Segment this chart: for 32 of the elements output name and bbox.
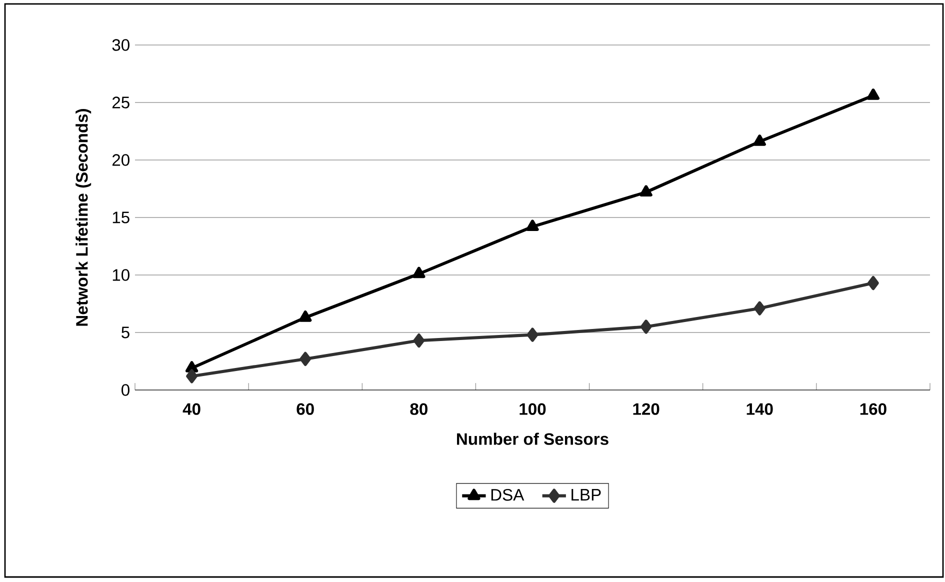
y-tick-label: 0 (122, 384, 130, 396)
point (753, 134, 766, 146)
legend-label: DSA (491, 488, 524, 501)
point (300, 352, 312, 366)
x-tick-label: 60 (296, 403, 314, 415)
x-tick-label: 160 (860, 403, 886, 415)
x-axis-title: Number of Sensors (457, 432, 608, 445)
point (299, 310, 312, 322)
point (526, 328, 538, 342)
legend-label: LBP (572, 489, 601, 500)
y-tick-label: 25 (112, 96, 130, 108)
x-tick-label: 120 (633, 403, 660, 415)
point (640, 320, 652, 334)
point (526, 220, 539, 231)
y-tick-label: 15 (112, 212, 130, 224)
point (412, 266, 426, 278)
point (186, 369, 198, 384)
y-axis-title: Network Lifetime (Seconds) (76, 109, 92, 326)
point (866, 88, 880, 100)
x-tick-label: 140 (746, 403, 773, 415)
y-tick-label: 10 (112, 269, 130, 281)
point (868, 276, 879, 290)
y-tick-label: 30 (112, 39, 130, 51)
x-tick-label: 80 (410, 403, 428, 415)
y-tick-label: 20 (112, 154, 130, 166)
point (413, 333, 425, 348)
point (754, 301, 766, 316)
x-tick-label: 40 (182, 403, 200, 415)
y-tick-label: 5 (122, 326, 130, 338)
x-tick-label: 100 (520, 403, 546, 415)
point (640, 185, 652, 196)
point (185, 361, 198, 372)
